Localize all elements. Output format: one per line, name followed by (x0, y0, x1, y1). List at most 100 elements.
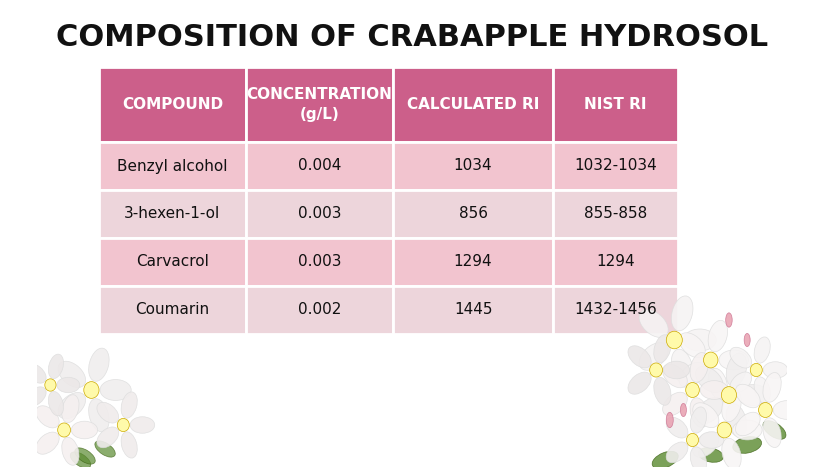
Ellipse shape (763, 418, 781, 447)
Ellipse shape (679, 333, 705, 358)
Ellipse shape (36, 432, 59, 454)
Ellipse shape (666, 442, 688, 463)
Ellipse shape (693, 432, 719, 457)
Ellipse shape (744, 333, 750, 347)
Bar (393, 238, 553, 286)
Ellipse shape (653, 377, 671, 405)
Ellipse shape (49, 354, 63, 379)
Ellipse shape (693, 403, 719, 428)
Ellipse shape (662, 364, 687, 388)
Bar (99, 190, 246, 238)
Ellipse shape (726, 313, 733, 327)
Circle shape (58, 423, 71, 437)
Ellipse shape (62, 452, 82, 467)
Ellipse shape (695, 366, 723, 392)
Circle shape (721, 387, 737, 403)
Ellipse shape (763, 362, 788, 378)
Bar (246, 67, 393, 142)
Ellipse shape (653, 335, 671, 363)
Text: 856: 856 (459, 206, 488, 221)
Ellipse shape (733, 437, 761, 453)
Ellipse shape (26, 364, 46, 383)
Ellipse shape (691, 447, 706, 467)
Text: 0.002: 0.002 (298, 303, 341, 318)
Bar (553, 142, 678, 190)
Ellipse shape (26, 387, 46, 406)
Bar (553, 190, 678, 238)
Ellipse shape (736, 412, 761, 436)
Text: 1294: 1294 (454, 255, 493, 269)
Ellipse shape (628, 346, 651, 368)
Text: NIST RI: NIST RI (584, 97, 647, 112)
Text: Carvacrol: Carvacrol (136, 255, 208, 269)
Bar (553, 286, 678, 334)
Ellipse shape (695, 397, 723, 424)
Ellipse shape (763, 373, 781, 402)
Ellipse shape (708, 320, 728, 352)
Text: 1432-1456: 1432-1456 (574, 303, 657, 318)
Ellipse shape (708, 368, 728, 400)
Bar (99, 67, 246, 142)
Circle shape (667, 331, 682, 349)
Bar (99, 142, 246, 190)
Ellipse shape (691, 407, 706, 433)
Bar (246, 190, 393, 238)
Ellipse shape (722, 390, 742, 422)
Ellipse shape (97, 427, 119, 448)
Ellipse shape (62, 395, 79, 423)
Ellipse shape (89, 399, 109, 432)
Bar (393, 286, 553, 334)
Bar (553, 238, 678, 286)
Text: 1445: 1445 (454, 303, 493, 318)
Ellipse shape (754, 377, 770, 403)
Text: COMPOSITION OF CRABAPPLE HYDROSOL: COMPOSITION OF CRABAPPLE HYDROSOL (56, 23, 768, 52)
Text: Coumarin: Coumarin (135, 303, 209, 318)
Ellipse shape (690, 353, 709, 382)
Ellipse shape (58, 392, 86, 419)
Ellipse shape (730, 372, 751, 393)
Circle shape (759, 403, 772, 417)
Ellipse shape (628, 372, 651, 394)
Ellipse shape (773, 401, 801, 419)
Ellipse shape (683, 329, 716, 351)
Ellipse shape (763, 421, 786, 439)
Ellipse shape (639, 310, 668, 337)
Ellipse shape (719, 350, 748, 370)
Circle shape (704, 352, 718, 368)
Ellipse shape (662, 392, 687, 416)
Ellipse shape (679, 362, 705, 387)
Text: 1294: 1294 (597, 255, 635, 269)
Text: 3-hexen-1-ol: 3-hexen-1-ol (124, 206, 221, 221)
Circle shape (44, 379, 56, 391)
Text: Benzyl alcohol: Benzyl alcohol (117, 158, 227, 174)
Text: 1034: 1034 (454, 158, 493, 174)
Ellipse shape (736, 384, 761, 408)
Bar (99, 286, 246, 334)
Ellipse shape (733, 420, 762, 440)
Bar (553, 67, 678, 142)
Ellipse shape (639, 343, 668, 370)
Ellipse shape (667, 412, 673, 428)
Circle shape (84, 382, 99, 398)
Ellipse shape (57, 377, 80, 393)
Bar (99, 238, 246, 286)
Text: 855-858: 855-858 (584, 206, 648, 221)
Ellipse shape (36, 406, 59, 428)
Ellipse shape (49, 391, 63, 416)
Text: CONCENTRATION
(g/L): CONCENTRATION (g/L) (246, 87, 392, 122)
Text: COMPOUND: COMPOUND (122, 97, 222, 112)
Ellipse shape (652, 451, 678, 467)
Text: 0.003: 0.003 (297, 206, 341, 221)
Ellipse shape (58, 361, 86, 388)
Ellipse shape (121, 392, 138, 418)
Ellipse shape (722, 438, 742, 467)
Ellipse shape (726, 403, 747, 437)
Text: 0.003: 0.003 (297, 255, 341, 269)
Ellipse shape (730, 347, 751, 368)
Ellipse shape (72, 421, 97, 439)
Bar (393, 142, 553, 190)
Bar (246, 286, 393, 334)
Ellipse shape (672, 349, 693, 384)
Ellipse shape (130, 417, 155, 433)
Ellipse shape (62, 451, 82, 467)
